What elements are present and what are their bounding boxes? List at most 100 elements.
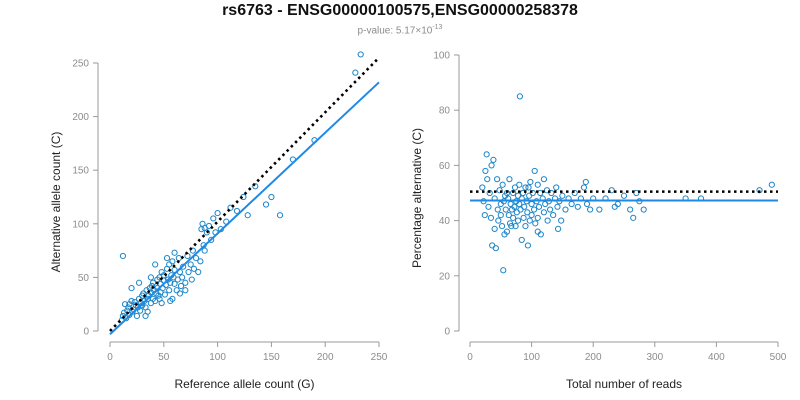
right-data-point [485,203,492,210]
right-data-point [548,189,555,197]
left-data-point [182,279,189,286]
left-data-point [210,215,217,222]
right-data-point [500,267,507,274]
right-data-point [511,203,518,210]
left-data-point [128,285,135,292]
right-data-point [495,217,502,224]
right-data-point [527,178,534,186]
right-data-point [529,189,536,197]
right-data-point [487,214,495,221]
right-data-point [481,211,488,219]
right-data-point [483,151,490,158]
right-data-point [540,176,548,183]
right-data-point [524,209,531,216]
right-data-point [571,189,578,197]
right-data-point [768,181,775,188]
left-data-point [197,258,204,265]
right-data-point [525,184,532,191]
right-x-tick-label: 0 [467,352,473,363]
right-data-point [530,206,538,213]
right-data-point [510,214,517,221]
right-data-point [526,192,533,199]
right-data-point [554,203,561,210]
right-data-point [640,206,647,213]
chart-title: rs6763 - ENSG00000100575,ENSG00000258378 [222,2,578,19]
left-data-point [175,255,182,262]
right-data-point [521,203,528,210]
right-x-tick-label: 100 [523,352,540,363]
left-y-tick-label: 250 [72,59,89,70]
left-data-point [268,193,275,201]
right-data-point [514,217,522,224]
left-data-point [142,312,149,320]
left-x-axis-title: Reference allele count (G) [174,377,314,391]
left-data-point [195,268,202,276]
right-data-point [507,200,514,208]
right-data-point [630,214,637,221]
right-data-point [494,176,501,183]
right-y-tick-label: 20 [439,271,451,282]
right-data-point [559,192,566,199]
right-data-point [534,228,541,235]
right-data-point [522,184,529,191]
left-x-tick-label: 150 [263,352,280,363]
left-data-point [198,226,205,233]
left-data-point [152,261,159,268]
right-y-axis-title: Percentage alternative (C) [410,128,424,268]
right-data-point [512,223,519,230]
pvalue-exponent: -13 [432,24,443,31]
right-data-point [537,189,544,197]
right-data-point [520,214,527,221]
right-data-point [531,167,538,175]
right-data-point [553,184,560,191]
right-data-point [505,211,512,219]
left-data-point [166,261,173,268]
right-x-tick-label: 500 [770,352,787,363]
left-data-point [166,287,173,294]
left-data-point [192,255,200,262]
left-data-point [133,312,140,320]
left-data-point [171,249,178,256]
left-data-point [169,258,176,265]
right-data-point [497,211,504,219]
left-x-tick-label: 0 [107,352,113,363]
right-data-point [633,189,640,197]
right-data-point [511,184,519,191]
right-data-point [516,93,523,100]
right-data-point [496,187,503,194]
right-data-point [508,223,515,230]
left-data-point [149,279,157,286]
right-data-point [518,236,525,244]
right-data-point [498,223,506,230]
right-data-point [528,200,535,208]
left-data-point [121,301,129,308]
right-data-point [540,209,548,216]
left-data-point [262,201,270,208]
right-data-point [544,217,551,224]
left-data-point [214,209,221,217]
right-data-point [554,225,562,232]
right-y-tick-label: 100 [433,51,450,62]
left-y-tick-label: 100 [72,219,89,230]
right-data-point [535,203,543,210]
left-data-point [178,274,186,281]
left-data-point [252,183,259,190]
left-data-point [128,297,135,305]
right-data-point [489,242,496,249]
right-x-tick-label: 400 [708,352,725,363]
left-data-point [167,279,174,286]
right-data-point [517,206,524,213]
right-data-point [502,192,509,199]
right-data-point [534,214,541,221]
right-data-point [482,167,489,175]
right-data-point [627,206,634,213]
right-data-point [546,206,554,213]
right-data-point [484,176,491,183]
left-data-point [163,255,171,262]
right-data-point [492,245,499,252]
left-data-point [208,236,215,243]
left-data-point [119,252,127,260]
left-data-point [182,287,189,294]
left-y-tick-label: 0 [83,327,89,338]
